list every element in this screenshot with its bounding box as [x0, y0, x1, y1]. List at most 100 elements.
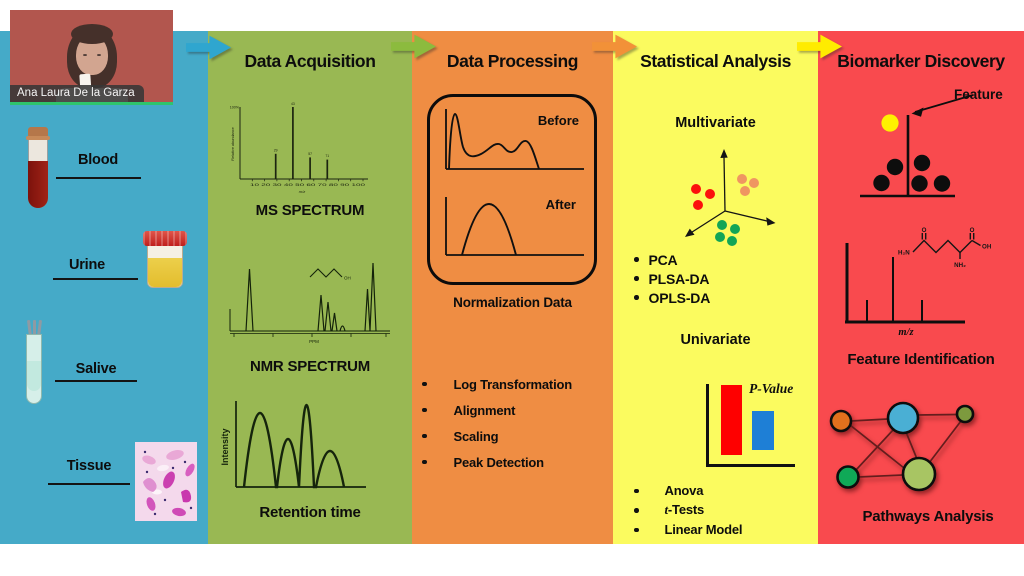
pathway-node-lightgreen [901, 456, 937, 492]
ms-spectrum-plot: 29 43 57 71 100% Relative abundance 10 2… [230, 102, 368, 194]
pathway-node-olive [955, 404, 975, 424]
normalization-caption: Normalization Data [453, 295, 572, 310]
feature-label: Feature [954, 87, 1003, 102]
tissue-underline [48, 483, 130, 485]
biomarker-column: Biomarker Discovery Feature [818, 31, 1024, 544]
scatter-cluster-green [715, 220, 740, 246]
urine-fill [148, 258, 182, 287]
svg-text:10 20 30 40 50 60 70 80: 10 20 30 40 50 60 70 80 90 100 [250, 183, 365, 187]
pathways-caption: Pathways Analysis [862, 508, 994, 525]
identification-caption: Feature Identification [847, 351, 995, 368]
pathway-node-blue [886, 401, 920, 435]
bullet-dot [422, 407, 427, 413]
bullet-dot [422, 459, 427, 465]
pathway-node-orange [829, 409, 853, 433]
univariate-bullet-list: Anova t-Tests Linear Model [634, 481, 742, 540]
biomarker-header: Biomarker Discovery [837, 51, 1005, 71]
blood-fill [28, 161, 48, 208]
univariate-bullet: Linear Model [664, 522, 743, 538]
bar-chart-x-axis [706, 464, 795, 467]
processing-header: Data Processing [446, 51, 579, 71]
svg-text:m/z: m/z [299, 189, 305, 194]
bullet-dot [634, 508, 639, 513]
svg-text:O: O [922, 227, 927, 234]
feature-plot [860, 94, 974, 198]
svg-text:43: 43 [291, 102, 295, 106]
processing-bullet: Alignment [453, 402, 516, 418]
blood-tube-lip [26, 136, 50, 140]
samples-column: Blood Urine Salive Tissue [0, 31, 208, 544]
after-plot [445, 197, 584, 256]
sample-label-saliva: Salive [75, 361, 117, 377]
bar-blue [752, 411, 774, 450]
multivariate-bullet-list: PCA PLSA-DA OPLS-DA [634, 250, 710, 307]
metabolite-molecule-structure: H₂N O O OH NH₂ [898, 227, 992, 269]
bullet-dot [634, 488, 639, 493]
svg-text:O: O [970, 227, 975, 234]
multivariate-bullet: PCA [648, 251, 678, 268]
multivariate-scatter-plot [685, 149, 776, 246]
workflow-slide: Blood Urine Salive Tissue [0, 31, 1024, 544]
blood-tube-icon [25, 127, 51, 209]
sample-label-urine: Urine [68, 257, 106, 273]
participant-name-badge: Ana Laura De la Garza [10, 85, 144, 102]
tissue-histology-image [135, 442, 197, 521]
feature-black-dots [873, 154, 951, 192]
before-plot [445, 109, 584, 170]
webcam-tile[interactable]: Ana Laura De la Garza [10, 10, 173, 105]
svg-text:29: 29 [274, 148, 278, 152]
univariate-bullet: t-Tests [664, 502, 705, 518]
bullet-dot [422, 381, 427, 387]
svg-text:NH₂: NH₂ [954, 262, 966, 269]
p-value-annotation: P-Value [749, 381, 794, 396]
urine-cup-cap [143, 231, 187, 246]
sample-label-tissue: Tissue [66, 458, 112, 474]
nmr-molecule-structure [309, 268, 343, 278]
univariate-bullet: Anova [664, 483, 704, 499]
saliva-tube-icon [25, 319, 44, 406]
identification-spectrum-plot [845, 243, 965, 324]
multivariate-bullet: PLSA-DA [648, 270, 710, 287]
multivariate-heading: Multivariate [675, 115, 756, 131]
bullet-dot [634, 276, 639, 281]
statistics-header: Statistical Analysis [640, 51, 791, 71]
blood-underline [56, 177, 141, 179]
flow-arrow-3 [592, 33, 637, 60]
sample-label-blood: Blood [77, 152, 119, 168]
svg-text:57: 57 [308, 152, 312, 156]
ms-spectrum-caption: MS SPECTRUM [255, 202, 365, 219]
blood-tube-cap [28, 127, 48, 138]
flow-arrow-1 [186, 34, 231, 61]
processing-bullet: Peak Detection [453, 454, 545, 470]
acquisition-column: Data Acquisition 29 43 57 71 100% Relati… [208, 31, 412, 544]
bar-chart-y-axis [706, 384, 709, 465]
saliva-fill [27, 361, 41, 391]
after-label: After [545, 197, 576, 212]
acquisition-header: Data Acquisition [244, 51, 376, 71]
presenter-hair-top [71, 24, 113, 44]
processing-bullet: Scaling [453, 428, 499, 444]
scatter-cluster-red [691, 184, 715, 210]
processing-column: Data Processing Before After Normalizati… [412, 31, 613, 544]
flow-arrow-2 [391, 33, 436, 60]
svg-text:OH: OH [344, 276, 351, 281]
svg-text:71: 71 [325, 154, 329, 158]
urine-cup-icon [143, 231, 187, 289]
svg-text:H₂N: H₂N [898, 250, 910, 257]
bullet-dot [634, 527, 639, 532]
nmr-spectrum-plot: OH PPM [229, 262, 390, 344]
svg-text:Relative abundance: Relative abundance [231, 127, 235, 161]
pathways-network-graph [829, 401, 975, 492]
chromatogram-caption: Retention time [259, 504, 361, 521]
presenter-eye [97, 54, 101, 56]
scatter-cluster-orange [737, 174, 759, 196]
saliva-underline [55, 380, 137, 382]
svg-text:PPM: PPM [309, 339, 319, 344]
swab-stick [33, 320, 36, 337]
svg-text:OH: OH [982, 244, 992, 251]
presenter-eye [83, 54, 87, 56]
svg-text:Intensity: Intensity [220, 428, 230, 465]
normalization-box: Before After [427, 94, 597, 285]
identification-x-axis-label: m/z [898, 327, 914, 338]
